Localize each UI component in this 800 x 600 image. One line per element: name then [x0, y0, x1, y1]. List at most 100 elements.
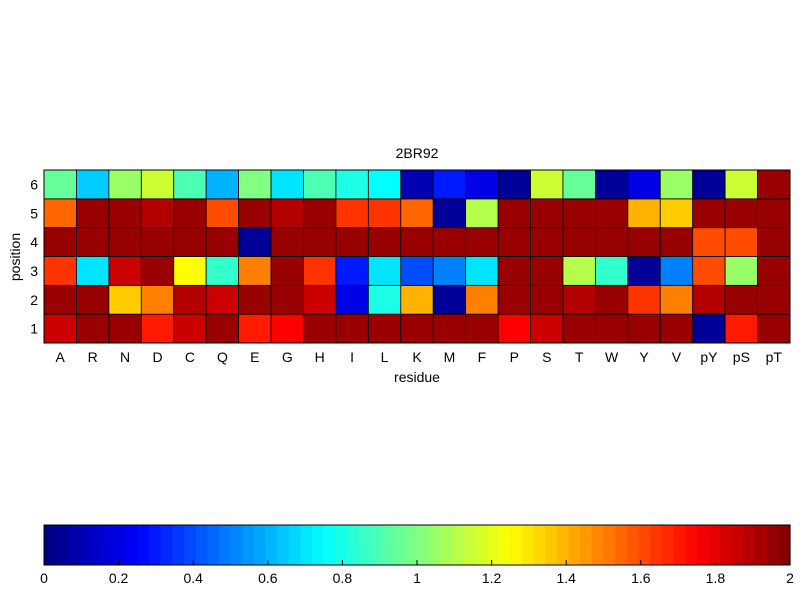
heatmap-cells	[43, 169, 791, 344]
heatmap-cell	[692, 169, 726, 200]
heatmap-cell	[238, 284, 272, 315]
heatmap-cell	[140, 169, 175, 200]
heatmap-cell	[432, 313, 467, 344]
x-tick-label: G	[282, 349, 293, 365]
y-tick-label: 2	[30, 292, 38, 308]
heatmap-cell	[594, 198, 629, 229]
heatmap-cell	[757, 198, 791, 229]
heatmap-cell	[692, 256, 726, 286]
heatmap-cell	[173, 169, 207, 200]
heatmap-cell	[76, 169, 110, 200]
colorbar-segment	[568, 525, 581, 565]
colorbar-segment	[78, 525, 92, 565]
heatmap-cell	[757, 227, 791, 257]
heatmap-cell	[43, 198, 77, 229]
x-tick-label: A	[56, 349, 66, 365]
heatmap-cell	[594, 256, 629, 286]
heatmap-cell	[367, 313, 402, 344]
heatmap-cell	[270, 169, 304, 200]
heatmap-cell	[140, 227, 175, 257]
heatmap-cell	[303, 256, 337, 286]
colorbar-segment	[195, 525, 208, 565]
heatmap-cell	[173, 227, 207, 257]
x-tick-label: P	[510, 349, 519, 365]
x-tick-label: N	[120, 349, 130, 365]
colorbar-segment	[533, 525, 546, 565]
heatmap-cell	[432, 227, 467, 257]
heatmap-cell	[400, 313, 434, 344]
colorbar-segment	[183, 525, 197, 565]
colorbar-tick-labels: 0 0.2 0.4 0.6 0.8 1 1.2 1.4 1.6 1.8 2	[40, 560, 794, 586]
colorbar-segment	[370, 525, 383, 565]
heatmap-cell	[400, 284, 434, 315]
heatmap-cell	[140, 284, 175, 315]
colorbar-segment	[685, 525, 698, 565]
heatmap-cell	[76, 256, 110, 286]
heatmap-cell	[335, 227, 369, 257]
heatmap-cell	[465, 227, 499, 257]
colorbar-tick-label: 0.2	[109, 570, 129, 586]
colorbar-segment	[160, 525, 173, 565]
heatmap-cell	[465, 169, 499, 200]
colorbar-tick-label: 0.8	[333, 570, 353, 586]
heatmap-cell	[465, 313, 499, 344]
heatmap-cell	[530, 169, 564, 200]
colorbar-tick-label: 2	[786, 570, 794, 586]
heatmap-cell	[594, 313, 629, 344]
heatmap-cell	[724, 198, 758, 229]
heatmap-cell	[270, 256, 304, 286]
heatmap-cell	[335, 313, 369, 344]
y-axis-label: position	[7, 233, 23, 281]
colorbar-segment	[90, 525, 103, 565]
plot-frame	[43, 169, 791, 344]
heatmap-cell	[76, 284, 110, 315]
colorbar-segment	[638, 525, 651, 565]
heatmap-cell	[432, 256, 467, 286]
heatmap-cell	[659, 227, 694, 257]
y-tick-label: 4	[30, 234, 38, 250]
heatmap-cell	[627, 227, 661, 257]
x-tick-label: V	[672, 349, 682, 365]
heatmap-cell	[173, 313, 207, 344]
heatmap-cell	[757, 313, 791, 344]
x-axis-label: residue	[394, 369, 440, 385]
colorbar-tick-label: 1.2	[482, 570, 502, 586]
heatmap-cell	[432, 284, 467, 315]
colorbar-segment	[603, 525, 616, 565]
colorbar-segment	[556, 525, 570, 565]
heatmap-cell	[530, 227, 564, 257]
heatmap-cell	[238, 256, 272, 286]
colorbar-segment	[137, 525, 150, 565]
colorbar-segment	[463, 525, 476, 565]
colorbar-segment	[288, 525, 302, 565]
colorbar-segment	[615, 525, 628, 565]
heatmap-cell	[335, 256, 369, 286]
colorbar-segment	[312, 525, 325, 565]
x-tick-label: L	[381, 349, 389, 365]
heatmap-cell	[432, 169, 467, 200]
heatmap-cell	[659, 256, 694, 286]
x-tick-label: Y	[639, 349, 649, 365]
heatmap-cell	[497, 169, 531, 200]
x-tick-label: E	[250, 349, 259, 365]
heatmap-cell	[497, 227, 531, 257]
heatmap-cell	[140, 198, 175, 229]
colorbar-tick-label: 0	[40, 570, 48, 586]
heatmap-cell	[400, 256, 434, 286]
colorbar-segment	[696, 525, 710, 565]
heatmap-cell	[497, 198, 531, 229]
heatmap-cell	[757, 284, 791, 315]
colorbar-segment	[358, 525, 371, 565]
colorbar-segment	[323, 525, 337, 565]
heatmap-cell	[659, 169, 694, 200]
colorbar-segment	[67, 525, 80, 565]
heatmap-cell	[43, 256, 77, 286]
heatmap-cell	[432, 198, 467, 229]
heatmap-cell	[173, 198, 207, 229]
heatmap-cell	[270, 227, 304, 257]
colorbar-segment	[253, 525, 267, 565]
colorbar-segment	[393, 525, 406, 565]
y-tick-label: 5	[30, 205, 38, 221]
colorbar-segment	[673, 525, 686, 565]
colorbar-segment	[382, 525, 395, 565]
